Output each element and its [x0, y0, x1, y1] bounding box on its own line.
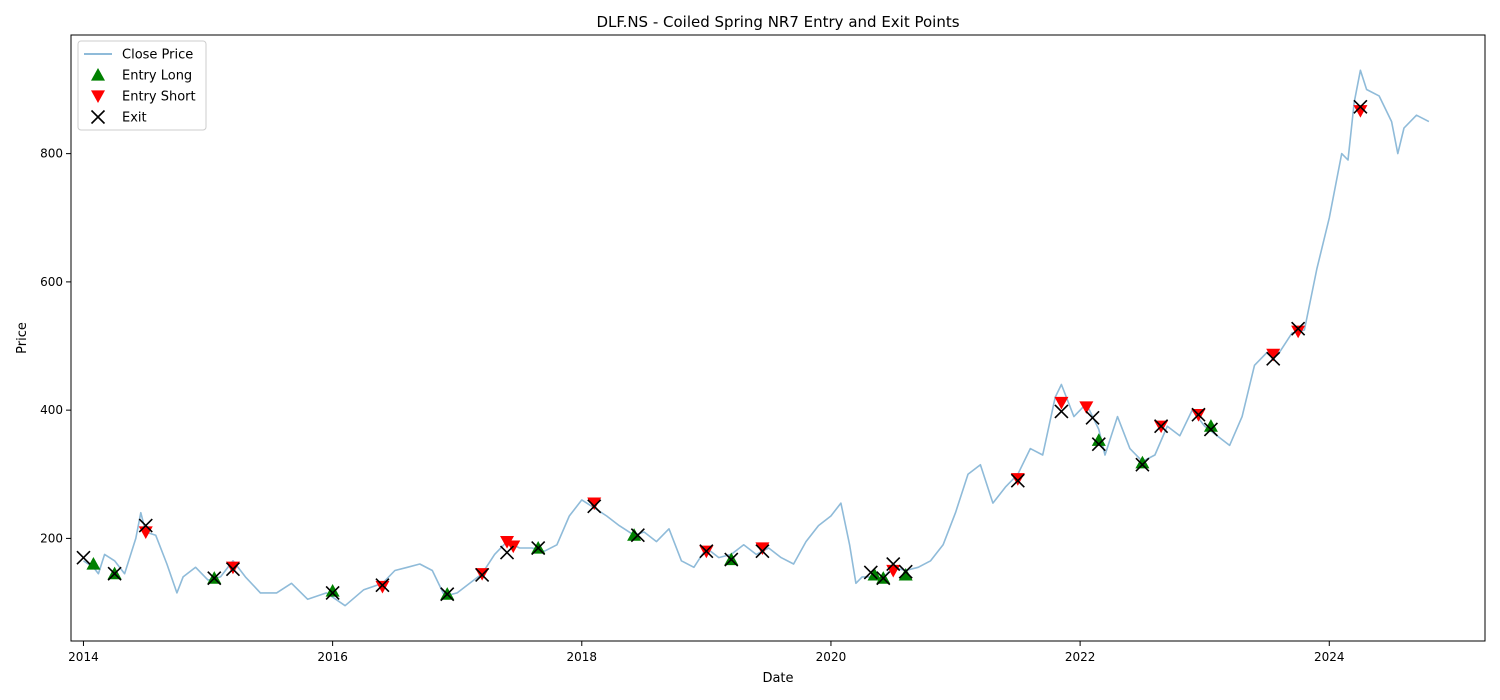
exit-marker — [225, 562, 241, 577]
entry-short-marker — [500, 536, 515, 549]
plot-area — [76, 69, 1430, 607]
legend-box — [77, 40, 207, 131]
y-axis-label: Price — [15, 322, 30, 354]
exit-marker — [1010, 473, 1025, 488]
exit-marker — [724, 552, 739, 567]
x-tick-label: 2016 — [317, 650, 348, 664]
entry-long-marker — [1135, 455, 1150, 469]
exit-marker — [587, 499, 602, 514]
entry-short-marker — [755, 542, 770, 556]
legend-exit-swatch — [90, 109, 106, 125]
exit-marker — [1203, 422, 1218, 437]
entry-short-marker — [1054, 396, 1069, 410]
exit-marker — [755, 544, 770, 559]
x-tick-label: 2020 — [816, 650, 847, 664]
exit-marker — [1291, 321, 1306, 336]
exit-marker — [1191, 407, 1206, 422]
legend-label: Close Price — [122, 48, 193, 63]
close-price-line — [83, 69, 1430, 607]
exit-marker — [1154, 419, 1169, 434]
exit-marker — [531, 540, 546, 556]
exit-marker — [76, 550, 91, 565]
entry-long-marker — [898, 567, 913, 581]
exit-marker — [1085, 410, 1100, 425]
exit-marker — [898, 564, 913, 579]
exit-marker — [207, 571, 222, 586]
exit-marker — [876, 571, 891, 586]
exit-marker — [375, 578, 390, 593]
exit-marker — [863, 565, 878, 580]
entry-short-marker — [1079, 401, 1094, 414]
x-axis-label: Date — [762, 671, 793, 686]
chart-title: DLF.NS - Coiled Spring NR7 Entry and Exi… — [596, 13, 959, 31]
legend-entry-short-swatch — [91, 90, 105, 103]
legend-label: Entry Long — [122, 69, 192, 84]
entry-short-marker — [587, 497, 602, 511]
exit-marker — [475, 567, 490, 583]
exit-marker — [1135, 457, 1150, 472]
legend-label: Entry Short — [122, 90, 196, 105]
exit-marker — [1054, 404, 1069, 419]
exit-marker — [1266, 351, 1281, 366]
exit-marker — [1091, 437, 1106, 452]
exit-marker — [325, 585, 340, 600]
exit-marker — [886, 556, 901, 572]
legend-entry-long-swatch — [91, 68, 105, 81]
legend-label: Exit — [122, 111, 147, 126]
exit-marker — [1353, 99, 1368, 114]
y-axis: 200 400 600 800 — [40, 147, 71, 545]
entry-short-marker — [375, 580, 390, 594]
entry-long-marker — [325, 583, 340, 597]
entry-long-marker — [627, 528, 642, 541]
y-tick-label: 200 — [40, 531, 63, 545]
entry-short-marker — [1291, 325, 1306, 339]
y-tick-label: 600 — [40, 275, 63, 289]
entry-long-marker — [86, 557, 101, 570]
exit-marker — [138, 518, 153, 533]
exit-marker — [499, 545, 515, 560]
x-tick-label: 2018 — [567, 650, 598, 664]
entry-long-marker — [867, 567, 882, 581]
x-tick-label: 2024 — [1314, 650, 1345, 664]
y-tick-label: 400 — [40, 403, 63, 417]
entry-long-marker — [1091, 433, 1106, 446]
entry-short-marker — [1353, 105, 1368, 118]
x-tick-label: 2014 — [68, 650, 99, 664]
exit-marker — [699, 544, 714, 559]
exit-marker — [630, 528, 645, 543]
x-tick-label: 2022 — [1065, 650, 1096, 664]
exit-marker — [107, 566, 122, 581]
exit-marker — [440, 587, 455, 602]
entry-long-marker — [1203, 419, 1218, 432]
y-tick-label: 800 — [40, 147, 63, 161]
entry-short-marker — [1266, 348, 1281, 362]
x-axis: 2014 2016 2018 2020 2022 2024 — [68, 641, 1345, 664]
plot-frame — [70, 34, 1486, 642]
legend: Close Price Entry Long Entry Short Exit — [77, 40, 207, 131]
